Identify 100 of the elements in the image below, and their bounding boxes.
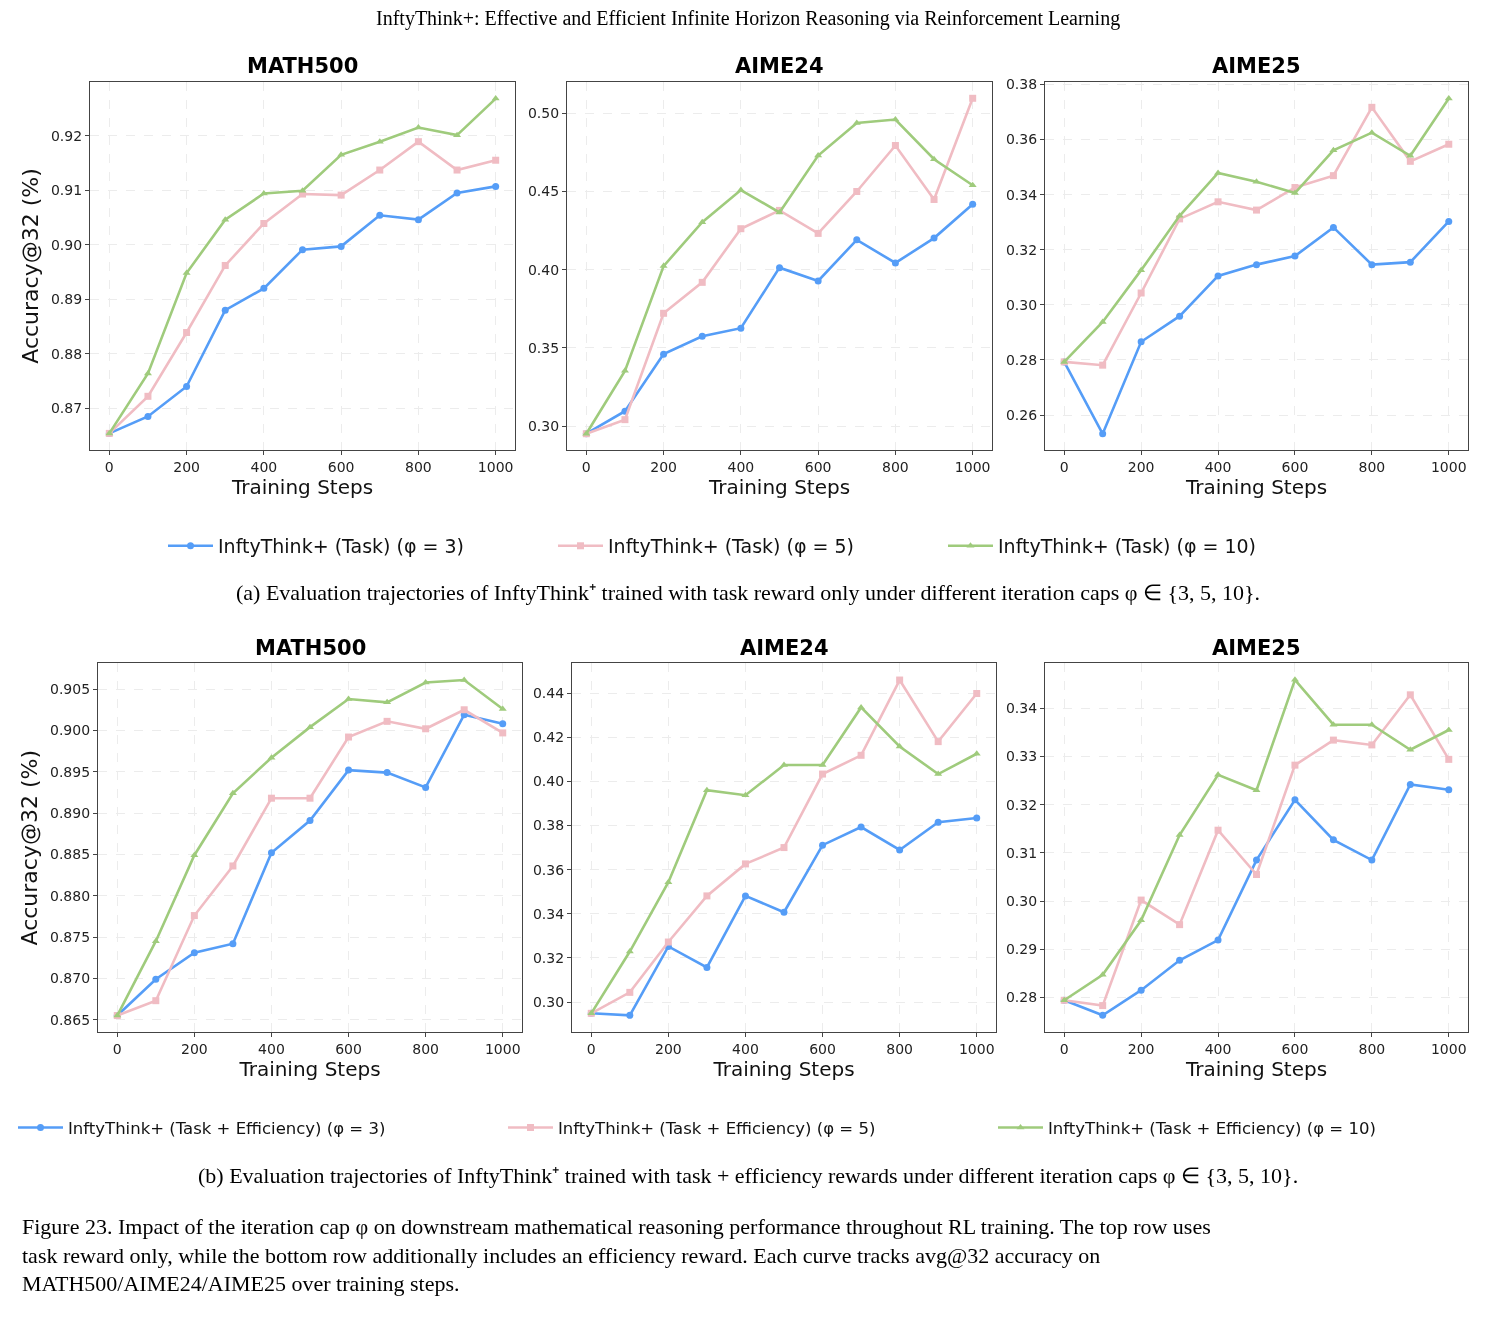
y-tick-label: 0.38 xyxy=(532,817,565,834)
y-tick-label: 0.40 xyxy=(532,773,565,790)
y-tick-label: 0.28 xyxy=(1005,989,1038,1006)
legend-label: InftyThink+ (Task) (φ = 10) xyxy=(998,535,1257,558)
x-tick-label: 0 xyxy=(586,1040,596,1057)
x-axis-title: Training Steps xyxy=(238,1056,381,1081)
x-tick-label: 600 xyxy=(327,459,355,476)
y-tick-label: 0.28 xyxy=(1005,351,1038,368)
x-tick-label: 200 xyxy=(1127,1040,1155,1057)
legend-label: InftyThink+ (Task + Efficiency) (φ = 5) xyxy=(558,1118,876,1138)
y-tick-label: 0.50 xyxy=(527,105,560,122)
x-tick-label: 400 xyxy=(732,1040,759,1057)
x-tick-label: 0 xyxy=(112,1040,122,1057)
y-tick-label: 0.30 xyxy=(1005,296,1038,313)
y-tick-label: 0.44 xyxy=(532,684,565,701)
legend-label: InftyThink+ (Task) (φ = 5) xyxy=(608,535,854,558)
chart-title: AIME25 xyxy=(1212,636,1301,660)
x-tick-label: 800 xyxy=(886,1040,914,1057)
chart-title: AIME24 xyxy=(735,54,824,78)
y-tick-label: 0.32 xyxy=(1005,796,1038,813)
x-axis-title: Training Steps xyxy=(707,475,851,500)
x-tick-label: 600 xyxy=(1281,459,1309,476)
x-tick-label: 200 xyxy=(1127,459,1155,476)
y-tick-label: 0.89 xyxy=(50,291,83,308)
x-tick-label: 600 xyxy=(335,1040,362,1057)
x-tick-label: 1000 xyxy=(484,1040,521,1057)
x-tick-label: 800 xyxy=(405,459,432,476)
y-tick-label: 0.865 xyxy=(50,1011,91,1028)
y-tick-label: 0.880 xyxy=(50,887,91,904)
y-tick-label: 0.92 xyxy=(50,127,83,144)
x-tick-label: 200 xyxy=(173,459,200,476)
y-tick-label: 0.26 xyxy=(1005,406,1038,423)
x-tick-label: 400 xyxy=(250,459,278,476)
x-tick-label: 800 xyxy=(1358,1040,1386,1057)
x-tick-label: 400 xyxy=(1204,1040,1232,1057)
y-tick-label: 0.36 xyxy=(532,861,565,878)
x-tick-label: 800 xyxy=(412,1040,440,1057)
y-tick-label: 0.31 xyxy=(1005,844,1038,861)
x-tick-label: 0 xyxy=(1059,459,1069,476)
x-tick-label: 200 xyxy=(650,459,677,476)
y-tick-label: 0.87 xyxy=(50,400,83,417)
x-tick-label: 400 xyxy=(258,1040,285,1057)
y-tick-label: 0.34 xyxy=(1005,700,1038,717)
x-tick-label: 1000 xyxy=(1430,1040,1467,1057)
text: (b) Evaluation trajectories of InftyThink⁺ trained with task + efficiency rewards under different iteration caps φ ∈ {3, 5, 10}. xyxy=(198,1163,1299,1188)
x-tick-label: 200 xyxy=(654,1040,682,1057)
y-tick-label: 0.38 xyxy=(1005,76,1038,93)
chart-title: AIME24 xyxy=(740,636,829,660)
y-tick-label: 0.885 xyxy=(50,846,91,863)
chart-title: MATH500 xyxy=(247,54,359,78)
y-tick-label: 0.34 xyxy=(532,905,565,922)
text: InftyThink+: Effective and Efficient Infinite Horizon Reasoning via Reinforcement Learning xyxy=(376,7,1121,30)
x-axis-title: Training Steps xyxy=(712,1056,855,1081)
y-tick-label: 0.32 xyxy=(532,949,565,966)
x-tick-label: 1000 xyxy=(954,459,991,476)
x-tick-label: 1000 xyxy=(958,1040,995,1057)
y-tick-label: 0.45 xyxy=(527,183,560,200)
y-tick-label: 0.90 xyxy=(50,236,83,253)
legend-label: InftyThink+ (Task + Efficiency) (φ = 3) xyxy=(68,1118,386,1138)
x-tick-label: 600 xyxy=(809,1040,836,1057)
legend-label: InftyThink+ (Task) (φ = 3) xyxy=(218,535,464,558)
x-tick-label: 0 xyxy=(104,459,114,476)
x-tick-label: 400 xyxy=(727,459,755,476)
legend-label: InftyThink+ (Task + Efficiency) (φ = 10) xyxy=(1048,1118,1376,1138)
y-axis-title: Accuracy@32 (%) xyxy=(17,168,43,364)
x-tick-label: 800 xyxy=(882,459,909,476)
y-tick-label: 0.900 xyxy=(50,722,91,739)
y-tick-label: 0.29 xyxy=(1005,941,1038,958)
y-tick-label: 0.870 xyxy=(50,970,91,987)
x-tick-label: 600 xyxy=(804,459,832,476)
y-tick-label: 0.34 xyxy=(1005,186,1038,203)
y-tick-label: 0.33 xyxy=(1005,748,1038,765)
y-tick-label: 0.30 xyxy=(1005,892,1038,909)
x-tick-label: 400 xyxy=(1204,459,1232,476)
x-tick-label: 800 xyxy=(1358,459,1386,476)
caption: Figure 23. Impact of the iteration cap φ on downstream mathematical reasoning performance throughout RL training. The top row uses task reward only, while the bottom row additionally includes an efficiency reward. Each curve tracks avg@32 accuracy on MATH500/AIME24/AIME25 over training steps. xyxy=(22,1214,1211,1297)
x-axis-title: Training Steps xyxy=(1184,475,1328,500)
y-axis-title: Accuracy@32 (%) xyxy=(16,750,42,946)
y-tick-label: 0.91 xyxy=(50,182,83,199)
x-tick-label: 200 xyxy=(180,1040,208,1057)
y-tick-label: 0.32 xyxy=(1005,241,1038,258)
chart-title: AIME25 xyxy=(1212,54,1301,78)
x-tick-label: 1000 xyxy=(477,459,514,476)
y-tick-label: 0.40 xyxy=(527,261,560,278)
chart-title: MATH500 xyxy=(255,636,367,660)
x-tick-label: 0 xyxy=(581,459,591,476)
y-tick-label: 0.905 xyxy=(50,681,91,698)
text: (a) Evaluation trajectories of InftyThink⁺ trained with task reward only under different iteration caps φ ∈ {3, 5, 10}. xyxy=(236,580,1261,605)
x-tick-label: 0 xyxy=(1059,1040,1069,1057)
y-tick-label: 0.36 xyxy=(1005,131,1038,148)
x-axis-title: Training Steps xyxy=(1184,1056,1328,1081)
x-tick-label: 1000 xyxy=(1430,459,1467,476)
x-axis-title: Training Steps xyxy=(230,475,374,500)
y-tick-label: 0.35 xyxy=(527,339,560,356)
y-tick-label: 0.30 xyxy=(532,993,565,1010)
y-tick-label: 0.42 xyxy=(532,729,565,746)
y-tick-label: 0.895 xyxy=(50,763,91,780)
y-tick-label: 0.88 xyxy=(50,345,83,362)
y-tick-label: 0.890 xyxy=(50,804,91,821)
y-tick-label: 0.30 xyxy=(527,417,560,434)
